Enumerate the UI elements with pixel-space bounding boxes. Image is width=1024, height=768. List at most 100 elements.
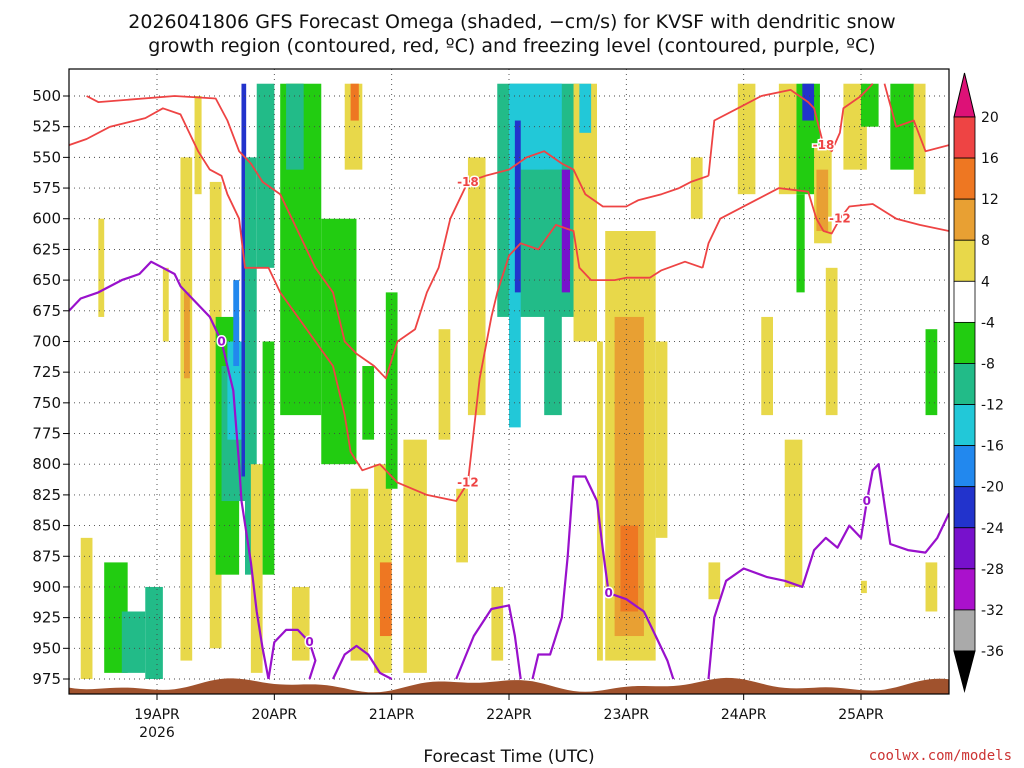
colorbar-label: -28	[981, 562, 1004, 578]
y-tick-label: 875	[32, 547, 61, 565]
y-tick-label: 625	[32, 240, 61, 258]
y-tick-label: 650	[32, 271, 61, 289]
colorbar-bin	[953, 116, 976, 159]
colorbar-label: -8	[981, 356, 995, 372]
omega-cell	[250, 464, 263, 673]
y-tick-label: 800	[32, 455, 61, 473]
terrain-ground	[69, 677, 949, 694]
omega-cell	[825, 267, 838, 416]
colorbar-label: -12	[981, 398, 1004, 414]
omega-cell	[509, 169, 521, 428]
omega-cell	[262, 341, 275, 575]
omega-cell	[456, 488, 468, 563]
omega-cell	[467, 157, 486, 416]
colorbar-bin	[953, 486, 976, 529]
colorbar-label: -24	[981, 521, 1004, 537]
x-axis-title: Forecast Time (UTC)	[423, 747, 594, 767]
dgz-contour-line	[707, 83, 874, 176]
omega-cell	[778, 83, 797, 195]
omega-cell	[245, 157, 257, 575]
freezing-level-contours: 0 0 0 0	[69, 260, 949, 680]
colorbar-label: 4	[981, 274, 990, 290]
chart-title-line1: 2026041806 GFS Forecast Omega (shaded, −…	[128, 11, 895, 33]
y-tick-label: 550	[32, 148, 61, 166]
colorbar-top-arrow	[953, 72, 976, 118]
omega-cell	[913, 83, 926, 195]
y-tick-label: 975	[32, 670, 61, 688]
omega-cell	[690, 157, 703, 219]
omega-cell	[708, 562, 721, 600]
omega-cell	[80, 537, 93, 679]
omega-cell	[816, 169, 829, 232]
omega-cell	[784, 439, 803, 587]
omega-cell	[321, 218, 357, 465]
omega-shading	[80, 83, 938, 679]
colorbar-bin	[953, 157, 976, 200]
omega-cell	[597, 341, 603, 661]
colorbar: 20 16 12 8 4 -4 -8 -12 -16 -20 -24 -28 -32 -36	[953, 72, 1004, 693]
dgz-contour-label: -18	[457, 175, 479, 189]
x-axis-year-label: 2026	[139, 725, 175, 741]
omega-cell	[579, 83, 592, 133]
omega-cell	[861, 83, 879, 127]
colorbar-bin	[953, 527, 976, 570]
omega-cell	[145, 586, 163, 679]
omega-cell	[379, 562, 392, 637]
y-tick-label: 675	[32, 302, 61, 320]
y-tick-label: 525	[32, 118, 61, 136]
omega-cell	[925, 329, 938, 416]
x-tick-label: 19APR	[134, 707, 180, 723]
omega-cell	[256, 83, 275, 268]
y-tick-label: 775	[32, 425, 61, 443]
y-tick-label: 725	[32, 363, 61, 381]
freezing-contour-label: 0	[605, 586, 613, 600]
colorbar-label: -16	[981, 439, 1004, 455]
omega-cell	[233, 280, 240, 367]
colorbar-bottom-arrow	[953, 650, 976, 693]
colorbar-bin	[953, 321, 976, 364]
colorbar-label: 20	[981, 110, 999, 126]
omega-cell	[121, 611, 146, 673]
x-axis-ticks: 19APR 20APR 21APR 22APR 23APR 24APR 25APR	[134, 694, 884, 723]
colorbar-bin	[953, 568, 976, 611]
freezing-contour-line	[707, 463, 949, 680]
freezing-contour-line	[531, 475, 675, 680]
omega-cell	[194, 96, 202, 195]
omega-cell	[655, 341, 668, 538]
freezing-contour-line	[267, 628, 317, 680]
y-tick-label: 750	[32, 394, 61, 412]
dgz-contour-line	[86, 95, 709, 380]
omega-cell	[796, 194, 805, 293]
freezing-contour-label: 0	[863, 494, 871, 508]
x-tick-label: 21APR	[369, 707, 415, 723]
colorbar-label: -32	[981, 603, 1004, 619]
omega-cell	[438, 329, 451, 440]
y-axis-ticks: 500 525 550 575 600 625 650 675 700 725 750 775 800 8…	[32, 87, 69, 688]
omega-cell	[162, 267, 169, 342]
y-tick-label: 700	[32, 332, 61, 350]
colorbar-bin	[953, 239, 976, 282]
omega-cell	[291, 586, 310, 661]
omega-cell	[183, 292, 190, 379]
colorbar-label: 16	[981, 151, 999, 167]
omega-cell	[514, 120, 521, 293]
omega-cell	[403, 439, 427, 673]
colorbar-label: -36	[981, 644, 1004, 660]
colorbar-label: 12	[981, 192, 999, 208]
gridlines	[69, 69, 949, 694]
colorbar-bin	[953, 609, 976, 652]
colorbar-bin	[953, 404, 976, 447]
x-tick-label: 25APR	[838, 707, 884, 723]
colorbar-bin	[953, 445, 976, 488]
omega-cell	[620, 525, 639, 612]
dgz-contour-line	[69, 107, 703, 502]
freezing-contour-line	[69, 260, 270, 680]
dgz-contour-line	[701, 187, 949, 269]
dgz-contour-line	[883, 83, 949, 153]
omega-cell	[561, 169, 571, 293]
omega-cell	[241, 83, 247, 477]
omega-cell	[890, 83, 914, 170]
freezing-contour-line	[455, 604, 522, 680]
colorbar-label: -20	[981, 480, 1004, 496]
